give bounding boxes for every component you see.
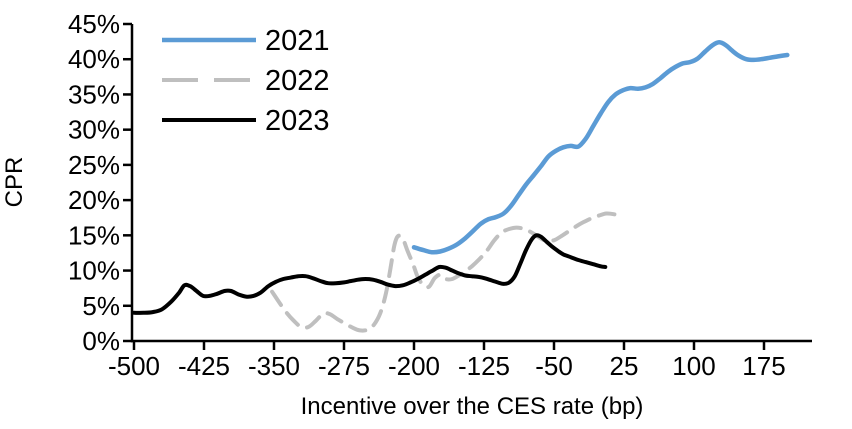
- series-line-2022: [270, 211, 626, 333]
- x-tick-label: -200: [388, 351, 440, 381]
- y-tick-label: 45%: [68, 9, 120, 39]
- y-tick-label: 15%: [68, 220, 120, 250]
- legend-label-2022: 2022: [265, 65, 330, 97]
- x-tick-label: -425: [178, 351, 230, 381]
- x-axis-title: Incentive over the CES rate (bp): [301, 393, 644, 420]
- y-tick-label: 10%: [68, 256, 120, 286]
- x-tick-label: -275: [318, 351, 370, 381]
- y-tick-label: 5%: [82, 291, 120, 321]
- x-tick-label: -500: [108, 351, 160, 381]
- y-tick-label: 30%: [68, 115, 120, 145]
- y-tick-label: 20%: [68, 185, 120, 215]
- legend-label-2023: 2023: [265, 105, 330, 137]
- y-tick-label: 0%: [82, 326, 120, 356]
- legend-label-2021: 2021: [265, 25, 330, 57]
- y-tick-label: 35%: [68, 79, 120, 109]
- y-axis-title: CPR: [1, 157, 28, 208]
- x-tick-label: 175: [742, 351, 785, 381]
- series-line-2023: [132, 233, 608, 315]
- x-tick-label: -50: [535, 351, 573, 381]
- x-tick-label: 100: [672, 351, 715, 381]
- y-tick-label: 25%: [68, 150, 120, 180]
- y-tick-label: 40%: [68, 44, 120, 74]
- series-line-2021: [411, 40, 790, 255]
- x-tick-label: -125: [458, 351, 510, 381]
- x-tick-label: -350: [248, 351, 300, 381]
- x-tick-label: 25: [610, 351, 639, 381]
